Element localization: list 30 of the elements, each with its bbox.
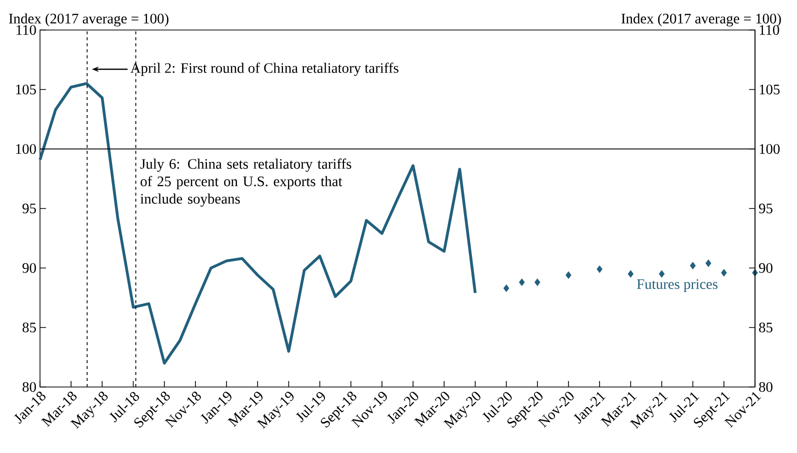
point <box>721 268 727 277</box>
point <box>566 271 572 279</box>
y-tick-label: 95 <box>22 204 36 214</box>
y2-tick-label: 90 <box>758 263 772 273</box>
y-axis-title: Index (2017 average = 100) <box>9 13 168 26</box>
y2-tick-label: 100 <box>760 144 780 154</box>
point <box>518 278 525 286</box>
point <box>503 284 510 292</box>
ref-line-label: April 2: First round of China retaliatory tariffs <box>130 62 398 76</box>
y-tick-label: 110 <box>16 25 36 35</box>
ref-line-label: July 6: China sets retaliatory tariffs of 25 percent on U.S. exports that include soybeans <box>140 158 352 207</box>
y-tick-label: 105 <box>16 84 36 94</box>
point <box>596 265 602 273</box>
y-tick-label: 90 <box>22 263 36 273</box>
y2-tick-label: 85 <box>759 322 772 332</box>
y2-tick-label: 110 <box>760 25 780 35</box>
y-tick-label: 85 <box>22 322 36 332</box>
point <box>534 278 540 286</box>
point <box>705 259 712 268</box>
y2-axis-title: Index (2017 average = 100) <box>621 13 781 26</box>
point <box>690 262 696 270</box>
y-tick-label: 100 <box>16 144 36 154</box>
series-label: Futures prices <box>636 279 718 292</box>
y2-tick-label: 80 <box>759 382 772 392</box>
y2-tick-label: 105 <box>760 84 780 94</box>
y2-tick-label: 95 <box>758 204 772 214</box>
point <box>658 270 665 278</box>
y-tick-label: 80 <box>22 382 36 392</box>
point <box>628 270 634 278</box>
line-series <box>38 82 477 365</box>
